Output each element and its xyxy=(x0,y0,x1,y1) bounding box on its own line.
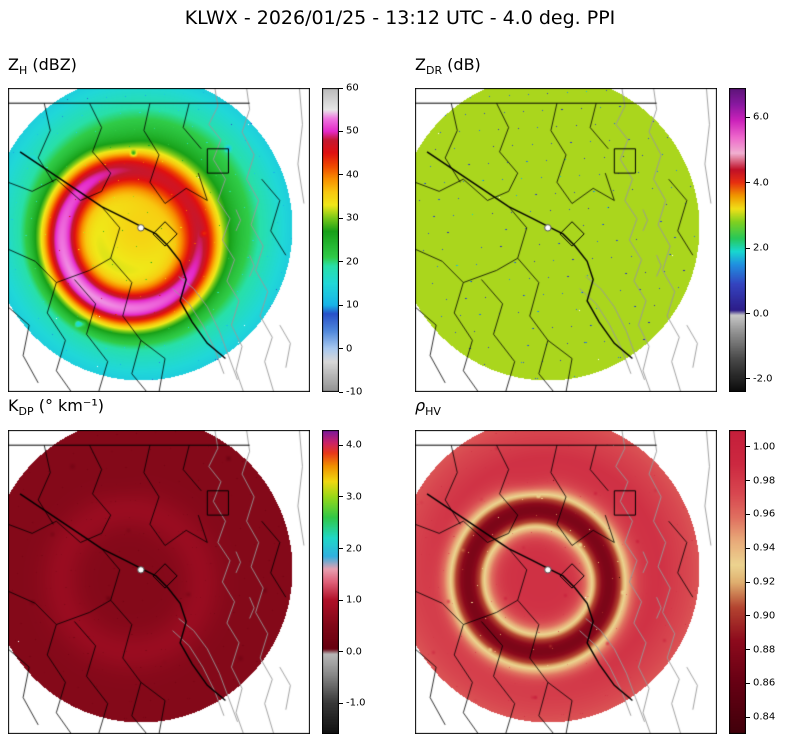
colorbar-tick-label: 1.00 xyxy=(753,441,776,453)
colorbar-tick-label: 6.0 xyxy=(753,111,769,123)
colorbar-tick xyxy=(746,581,750,583)
colorbar-tick xyxy=(746,615,750,617)
colorbar-tick xyxy=(339,496,343,498)
colorbar-tick-label: 0.92 xyxy=(753,576,776,588)
colorbar-tick xyxy=(339,444,343,446)
panel-title-zdr-sub: DR xyxy=(425,64,443,78)
colorbar-tick-label: -1.0 xyxy=(346,697,366,709)
radar-ppi-rhohv xyxy=(415,430,717,734)
colorbar-tick xyxy=(746,716,750,718)
colorbar-tick xyxy=(339,599,343,601)
colorbar-tick xyxy=(746,182,750,184)
colorbar-tick-label: 0.84 xyxy=(753,711,776,723)
colorbar-tick xyxy=(339,348,343,350)
colorbar-tick xyxy=(339,130,343,132)
colorbar-tick-label: 0.96 xyxy=(753,508,776,520)
colorbar-zdr xyxy=(729,88,746,392)
colorbar-tick-label: 2.0 xyxy=(346,543,362,554)
colorbar-tick-label: 10 xyxy=(346,299,359,311)
radar-ppi-kdp xyxy=(8,430,310,734)
colorbar-tick xyxy=(746,480,750,482)
colorbar-ticks-rhohv: 1.00 0.98 0.96 0.94 0.92 0.90 0.88 0.86 0.84 xyxy=(729,430,789,734)
colorbar-tick xyxy=(746,547,750,549)
colorbar-tick xyxy=(339,87,343,89)
colorbar-zh xyxy=(322,88,339,392)
colorbar-tick-label: 0.94 xyxy=(753,542,776,554)
colorbar-tick-label: 4.0 xyxy=(753,177,769,189)
panel-title-kdp-suffix: (° km⁻¹) xyxy=(33,396,104,415)
colorbar-tick-label: 2.0 xyxy=(753,242,769,254)
colorbar-tick xyxy=(339,651,343,653)
panel-title-zdr: ZDR (dB) xyxy=(415,55,481,77)
panel-title-zh-sub: H xyxy=(18,64,28,78)
colorbar-tick xyxy=(746,116,750,118)
radar-ppi-zh xyxy=(8,88,310,392)
colorbar-ticks-kdp: 4.0 3.0 2.0 1.0 0.0 -1.0 xyxy=(322,430,382,734)
colorbar-kdp xyxy=(322,430,339,734)
panel-title-zh: ZH (dBZ) xyxy=(8,55,77,77)
colorbar-tick-label: 40 xyxy=(346,169,359,181)
colorbar-tick xyxy=(339,391,343,393)
panel-title-rhohv-base: ρ xyxy=(415,396,426,415)
colorbar-tick xyxy=(746,649,750,651)
colorbar-tick xyxy=(339,174,343,176)
colorbar-tick-label: 30 xyxy=(346,212,359,224)
colorbar-tick-label: 1.0 xyxy=(346,594,362,606)
colorbar-tick xyxy=(339,261,343,263)
colorbar-tick-label: 0.86 xyxy=(753,677,776,689)
colorbar-tick-label: 0 xyxy=(346,343,353,355)
colorbar-tick xyxy=(339,217,343,219)
radar-ppi-zdr xyxy=(415,88,717,392)
colorbar-tick xyxy=(746,313,750,315)
colorbar-tick-label: 0.98 xyxy=(753,475,776,487)
panel-title-kdp-base: K xyxy=(8,396,19,415)
colorbar-tick-label: 3.0 xyxy=(346,491,362,503)
colorbar-tick-label: 0.90 xyxy=(753,610,776,622)
panel-title-zdr-suffix: (dB) xyxy=(442,55,481,74)
panel-title-rhohv: ρHV xyxy=(415,396,441,418)
colorbar-tick-label: -10 xyxy=(346,386,363,398)
colorbar-rhohv xyxy=(729,430,746,734)
colorbar-tick-label: 0.88 xyxy=(753,644,776,656)
colorbar-tick-label: 4.0 xyxy=(346,439,362,451)
colorbar-tick-label: 50 xyxy=(346,125,359,137)
colorbar-tick-label: 20 xyxy=(346,256,359,268)
colorbar-tick-label: 60 xyxy=(346,82,359,94)
colorbar-tick-label: 0.0 xyxy=(753,308,769,320)
colorbar-tick xyxy=(746,682,750,684)
panel-title-kdp-sub: DP xyxy=(18,405,34,419)
colorbar-tick xyxy=(746,247,750,249)
colorbar-ticks-zdr: 6.0 4.0 2.0 0.0 -2.0 xyxy=(729,88,789,392)
colorbar-tick-label: 0.0 xyxy=(346,646,362,658)
colorbar-tick xyxy=(339,702,343,704)
panel-title-zh-suffix: (dBZ) xyxy=(27,55,77,74)
panel-title-zdr-base: Z xyxy=(415,55,426,74)
colorbar-tick xyxy=(746,378,750,380)
colorbar-tick xyxy=(746,446,750,448)
colorbar-tick-label: -2.0 xyxy=(753,373,773,385)
colorbar-ticks-zh: 60 50 40 30 20 10 0 -10 xyxy=(322,83,382,398)
figure-title: KLWX - 2026/01/25 - 13:12 UTC - 4.0 deg.… xyxy=(184,7,616,29)
panel-title-rhohv-sub: HV xyxy=(425,405,441,419)
colorbar-tick xyxy=(339,304,343,306)
colorbar-tick xyxy=(339,548,343,549)
colorbar-tick xyxy=(746,513,750,515)
panel-title-zh-base: Z xyxy=(8,55,19,74)
panel-title-kdp: KDP (° km⁻¹) xyxy=(8,396,104,418)
